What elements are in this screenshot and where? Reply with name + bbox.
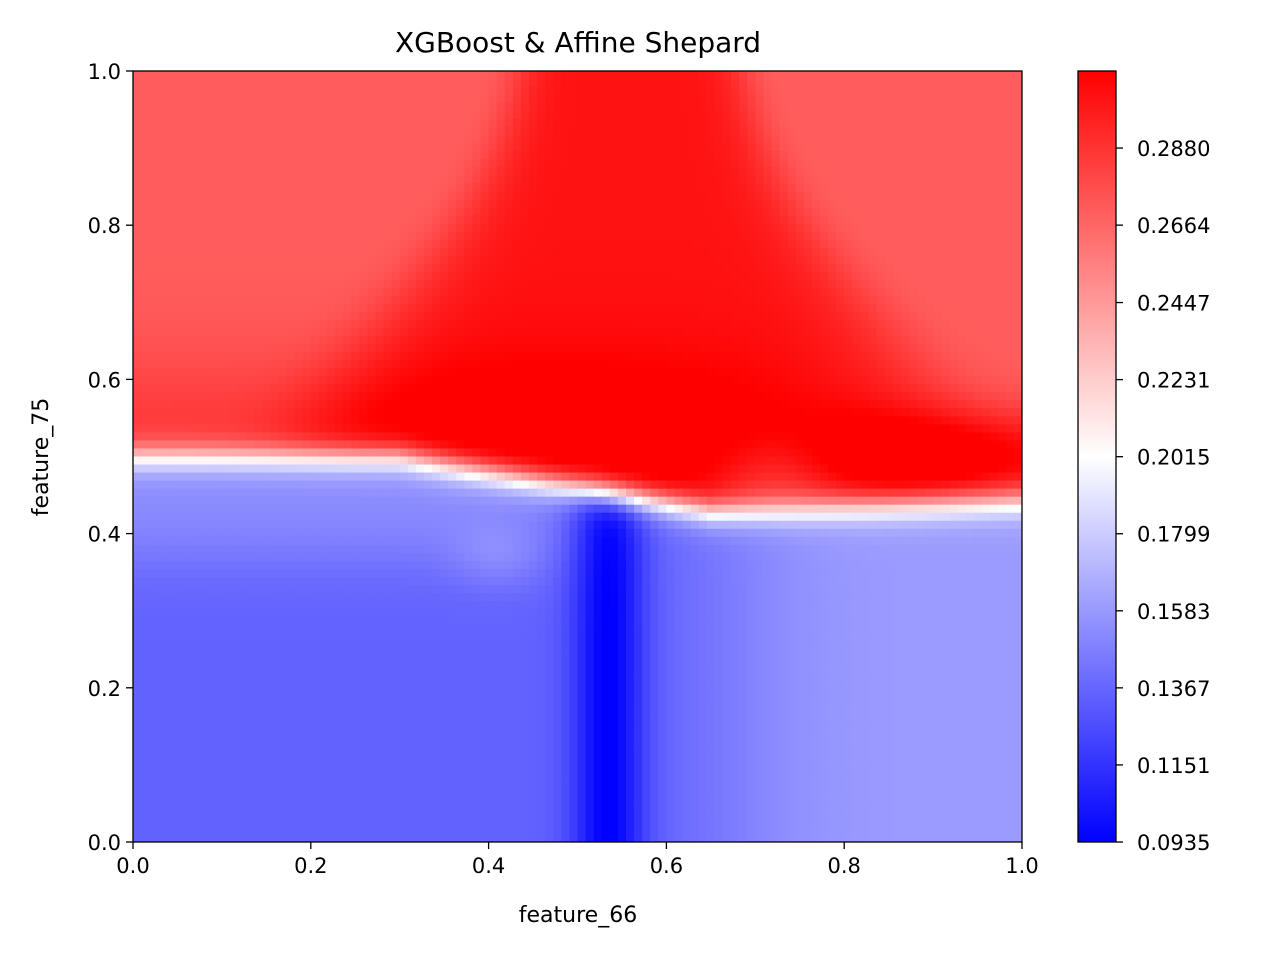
x-tick-label: 0.6 [650,854,683,878]
y-tick-label: 0.6 [88,368,121,392]
plot-frame [132,70,1023,843]
y-tick-label: 0.2 [88,677,121,701]
colorbar-tick-label: 0.1151 [1137,754,1210,778]
colorbar-tick-label: 0.2880 [1137,137,1210,161]
y-tick-label: 0.4 [88,523,121,547]
x-axis-label: feature_66 [519,903,637,928]
colorbar-axis: 0.0935 0.1151 0.1367 0.1583 0.1799 0.2015 0.22… [1116,137,1210,855]
x-axis: 0.0 0.2 0.4 0.6 0.8 1.0 [116,842,1039,878]
colorbar [1077,70,1117,843]
x-tick-label: 0.0 [116,854,149,878]
colorbar-tick-label: 0.2447 [1137,292,1210,316]
x-tick-label: 0.4 [472,854,505,878]
colorbar-tick-label: 0.2664 [1137,214,1210,238]
x-tick-label: 0.8 [827,854,860,878]
colorbar-tick-label: 0.2015 [1137,446,1210,470]
colorbar-tick-label: 0.1583 [1137,600,1210,624]
colorbar-tick-label: 0.1799 [1137,523,1210,547]
x-tick-label: 0.2 [294,854,327,878]
heatmap-area [133,71,1022,842]
x-tick-label: 1.0 [1005,854,1038,878]
chart-title: XGBoost & Affine Shepard [395,26,761,59]
y-tick-label: 0.0 [88,831,121,855]
y-tick-label: 0.8 [88,214,121,238]
colorbar-tick-label: 0.2231 [1137,369,1210,393]
colorbar-tick-label: 0.0935 [1137,831,1210,855]
y-tick-label: 1.0 [88,60,121,84]
y-axis: 0.0 0.2 0.4 0.6 0.8 1.0 [88,60,133,855]
colorbar-tick-label: 0.1367 [1137,677,1210,701]
y-axis-label: feature_75 [29,398,54,516]
